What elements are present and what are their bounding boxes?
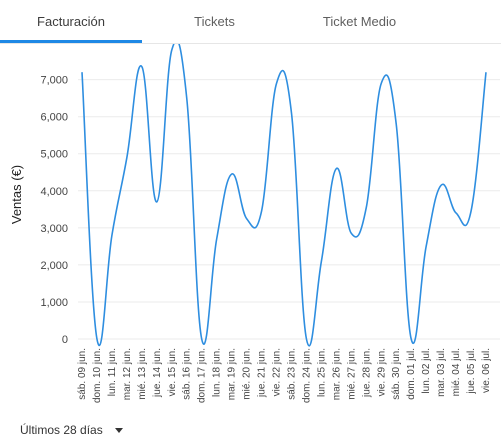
x-tick-label: mié. 13 jun. xyxy=(137,348,148,400)
active-tab-indicator xyxy=(0,40,142,43)
x-tick-label: jue. 14 jun. xyxy=(152,348,163,398)
y-tick-label: 1,000 xyxy=(40,297,68,309)
y-tick-label: 6,000 xyxy=(40,112,68,124)
tab-bar: Facturación Tickets Ticket Medio xyxy=(0,0,501,44)
x-tick-label: lun. 18 jun. xyxy=(212,348,223,397)
x-tick-label: jue. 05 jul. xyxy=(466,348,477,395)
x-tick-label: mar. 03 jul. xyxy=(436,348,447,397)
period-selector-label: Últimos 28 días xyxy=(20,423,103,437)
x-tick-label: jue. 28 jun. xyxy=(361,348,372,398)
y-axis-title: Ventas (€) xyxy=(9,165,24,224)
x-tick-label: sáb. 23 jun. xyxy=(286,348,297,400)
x-tick-label: mié. 04 jul. xyxy=(451,348,462,396)
caret-down-icon xyxy=(114,427,123,433)
x-tick-label: sáb. 30 jun. xyxy=(391,348,402,400)
tab-ticket-medio[interactable]: Ticket Medio xyxy=(322,14,397,29)
x-tick-label: lun. 25 jun. xyxy=(316,348,327,397)
x-tick-label: mié. 27 jun. xyxy=(346,348,357,400)
tab-tickets[interactable]: Tickets xyxy=(194,14,235,29)
x-tick-label: lun. 02 jul. xyxy=(421,348,432,394)
x-tick-label: sáb. 16 jun. xyxy=(182,348,193,400)
sales-series-line xyxy=(81,44,487,347)
y-tick-label: 2,000 xyxy=(40,260,68,272)
x-tick-label: vie. 29 jun. xyxy=(376,348,387,396)
x-tick-label: dom. 10 jun. xyxy=(92,348,103,403)
x-tick-label: vie. 22 jun. xyxy=(272,348,283,396)
x-tick-label: sáb. 09 jun. xyxy=(77,348,88,400)
sales-line-chart: 0 1,000 2,000 3,000 4,000 5,000 6,000 7,000 Vent… xyxy=(9,44,500,403)
x-tick-label: mar. 26 jun. xyxy=(331,348,342,400)
x-tick-label: dom. 24 jun. xyxy=(301,348,312,403)
x-tick-label: jue. 21 jun. xyxy=(257,348,268,398)
y-tick-label: 3,000 xyxy=(40,223,68,235)
x-tick-label: mié. 20 jun. xyxy=(242,348,253,400)
y-tick-label: 7,000 xyxy=(40,75,68,87)
x-tick-label: vie. 15 jun. xyxy=(167,348,178,396)
x-tick-label: dom. 01 jul. xyxy=(406,348,417,400)
tab-facturacion[interactable]: Facturación xyxy=(37,14,105,29)
period-selector[interactable]: Últimos 28 días xyxy=(20,423,123,437)
x-tick-label: mar. 12 jun. xyxy=(122,348,133,400)
y-tick-label: 5,000 xyxy=(40,149,68,161)
x-tick-label: vie. 06 jul. xyxy=(481,348,492,393)
y-tick-label: 0 xyxy=(62,334,68,346)
x-tick-label: mar. 19 jun. xyxy=(227,348,238,400)
x-tick-label: lun. 11 jun. xyxy=(107,348,118,396)
y-tick-label: 4,000 xyxy=(40,186,68,198)
x-tick-label: dom. 17 jun. xyxy=(197,348,208,403)
